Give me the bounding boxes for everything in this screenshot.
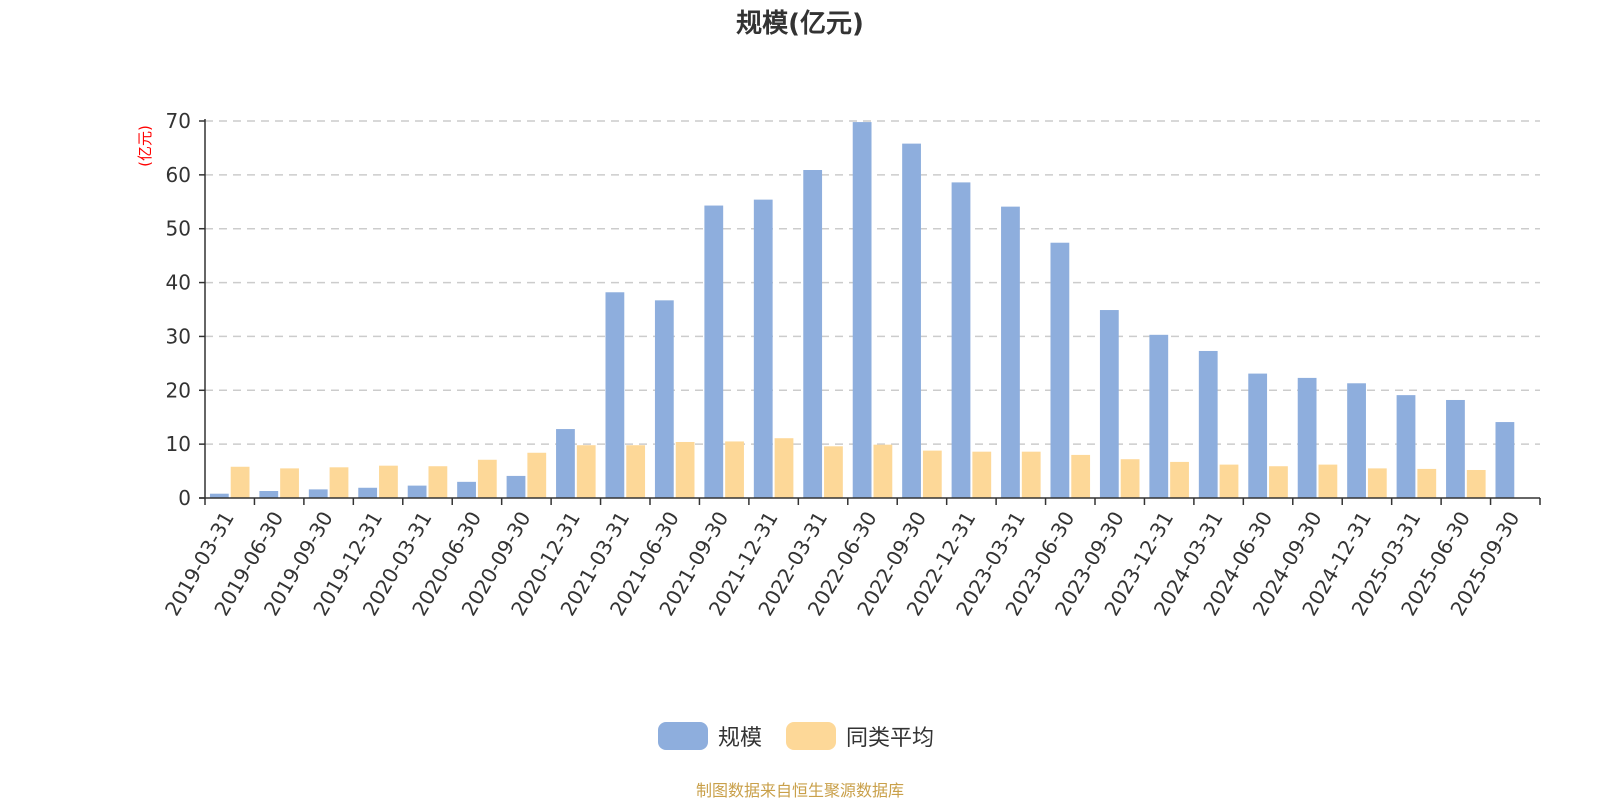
bar-scale-2019-12-31[interactable] <box>358 487 378 498</box>
data-source-note: 制图数据来自恒生聚源数据库 <box>696 781 904 800</box>
bar-peer-avg-2019-03-31[interactable] <box>230 466 250 498</box>
bar-scale-2025-06-30[interactable] <box>1446 399 1465 498</box>
bar-peer-avg-2023-03-31[interactable] <box>1021 451 1041 498</box>
bar-peer-avg-2019-09-30[interactable] <box>329 467 349 498</box>
bar-scale-2020-12-31[interactable] <box>556 429 575 498</box>
bar-scale-2021-12-31[interactable] <box>753 199 773 499</box>
bar-peer-avg-2021-06-30[interactable] <box>675 441 695 498</box>
bar-peer-avg-2020-03-31[interactable] <box>428 466 448 498</box>
bar-scale-2023-06-30[interactable] <box>1050 242 1070 498</box>
bar-peer-avg-2019-06-30[interactable] <box>280 468 299 498</box>
bar-scale-2023-03-31[interactable] <box>1001 206 1020 498</box>
bar-scale-2024-06-30[interactable] <box>1248 373 1268 498</box>
bar-peer-avg-2022-12-31[interactable] <box>972 451 992 498</box>
y-tick-label-10: 10 <box>166 432 191 456</box>
bar-scale-2021-06-30[interactable] <box>654 300 674 498</box>
legend-item-series-0[interactable]: 规模 <box>658 722 762 751</box>
bar-peer-avg-2023-06-30[interactable] <box>1071 454 1091 498</box>
y-tick-label-70: 70 <box>166 109 191 133</box>
bar-scale-2020-03-31[interactable] <box>407 485 427 498</box>
bar-peer-avg-2023-09-30[interactable] <box>1120 459 1140 498</box>
bar-scale-2019-09-30[interactable] <box>308 489 328 498</box>
bar-scale-2021-09-30[interactable] <box>704 205 724 498</box>
legend-label-series-0: 规模 <box>718 726 762 751</box>
bar-scale-2025-03-31[interactable] <box>1396 395 1416 498</box>
legend-swatch-series-0 <box>658 722 708 750</box>
y-tick-labels: 0 10 20 30 40 50 60 70 <box>166 109 191 510</box>
bar-scale-2023-09-30[interactable] <box>1099 310 1119 498</box>
chart-title: 规模(亿元) <box>736 9 864 39</box>
bar-scale-2025-09-30[interactable] <box>1495 422 1515 498</box>
bar-peer-avg-2025-06-30[interactable] <box>1466 469 1486 498</box>
grid-lines <box>205 120 1540 445</box>
bar-scale-2020-06-30[interactable] <box>457 481 476 498</box>
bar-scale-2021-03-31[interactable] <box>605 292 625 498</box>
bar-scale-2024-12-31[interactable] <box>1347 383 1366 498</box>
y-axis-unit-label: (亿元) <box>136 125 154 167</box>
bar-peer-avg-2024-09-30[interactable] <box>1318 464 1338 498</box>
bar-peer-avg-2021-09-30[interactable] <box>725 441 744 498</box>
y-tick-label-20: 20 <box>166 378 191 402</box>
bar-peer-avg-2021-12-31[interactable] <box>774 438 794 498</box>
bar-scale-2022-06-30[interactable] <box>852 122 872 498</box>
bar-peer-avg-2020-12-31[interactable] <box>576 445 596 498</box>
bar-peer-avg-2020-09-30[interactable] <box>527 452 547 498</box>
bar-scale-2024-09-30[interactable] <box>1297 377 1317 498</box>
bar-peer-avg-2024-06-30[interactable] <box>1269 466 1288 498</box>
bar-peer-avg-2019-12-31[interactable] <box>379 465 398 498</box>
bar-scale-2019-03-31[interactable] <box>209 493 229 498</box>
y-tick-label-30: 30 <box>166 324 191 348</box>
bar-scale-2020-09-30[interactable] <box>506 475 526 498</box>
bar-peer-avg-2024-03-31[interactable] <box>1219 464 1239 498</box>
legend-label-series-1: 同类平均 <box>846 726 934 751</box>
bar-scale-2022-03-31[interactable] <box>803 170 823 498</box>
bar-peer-avg-2024-12-31[interactable] <box>1367 468 1387 498</box>
x-tick-labels: 2019-03-312019-06-302019-09-302019-12-31… <box>160 507 1524 620</box>
bar-scale-2023-12-31[interactable] <box>1149 334 1169 498</box>
legend: 规模 同类平均 <box>658 722 934 751</box>
bar-peer-avg-2022-09-30[interactable] <box>922 450 942 498</box>
bar-scale-2022-09-30[interactable] <box>902 143 921 498</box>
bar-peer-avg-2025-03-31[interactable] <box>1417 468 1437 498</box>
bars <box>209 122 1515 499</box>
y-tick-label-0: 0 <box>178 486 191 510</box>
y-tick-label-40: 40 <box>166 271 191 295</box>
bar-peer-avg-2022-03-31[interactable] <box>824 446 843 498</box>
bar-scale-2019-06-30[interactable] <box>259 490 279 498</box>
axes <box>199 119 1541 505</box>
y-tick-label-60: 60 <box>166 163 191 187</box>
legend-swatch-series-1 <box>786 722 836 750</box>
bar-scale-2024-03-31[interactable] <box>1198 350 1218 498</box>
y-tick-label-50: 50 <box>166 217 191 241</box>
bar-scale-2022-12-31[interactable] <box>951 182 971 498</box>
bar-peer-avg-2022-06-30[interactable] <box>873 444 893 498</box>
legend-item-series-1[interactable]: 同类平均 <box>786 722 934 751</box>
bar-peer-avg-2020-06-30[interactable] <box>477 459 497 498</box>
bar-peer-avg-2023-12-31[interactable] <box>1170 461 1189 498</box>
bar-peer-avg-2021-03-31[interactable] <box>626 445 646 498</box>
